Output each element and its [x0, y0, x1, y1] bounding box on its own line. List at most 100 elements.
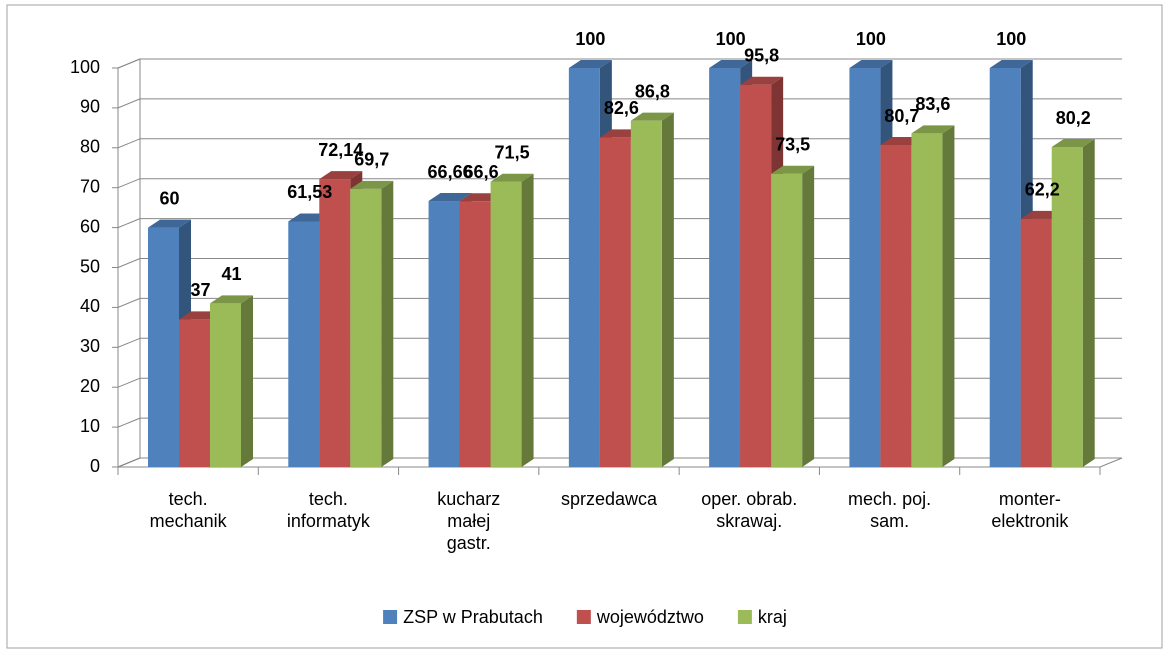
- y-tick-label: 50: [80, 256, 100, 276]
- value-label: 100: [575, 29, 605, 49]
- x-tick-label: tech. mechanik: [150, 489, 228, 531]
- grid-line: [117, 58, 141, 69]
- legend-label: województwo: [596, 607, 704, 627]
- bar-side: [661, 112, 674, 467]
- grid-line: [117, 98, 141, 109]
- legend-item: ZSP w Prabutach: [383, 607, 543, 627]
- bar: [490, 181, 522, 467]
- bar-side: [381, 180, 394, 467]
- bar: [771, 173, 803, 468]
- bar-top: [740, 76, 784, 85]
- bar-top: [709, 60, 753, 68]
- value-label: 60: [159, 188, 179, 208]
- y-tick-label: 0: [90, 456, 100, 476]
- bar: [350, 188, 382, 467]
- y-tick-label: 10: [80, 416, 100, 436]
- x-tick-line: tech.: [169, 489, 208, 509]
- y-tick-label: 80: [80, 137, 100, 157]
- value-label: 80,7: [884, 106, 919, 126]
- x-tick-line: tech.: [309, 489, 348, 509]
- value-label: 86,8: [635, 81, 670, 101]
- value-label: 95,8: [744, 46, 779, 66]
- bar-side: [1082, 139, 1095, 467]
- bar: [709, 68, 741, 467]
- x-tick-line: informatyk: [287, 511, 371, 531]
- x-tick-line: mechanik: [150, 511, 228, 531]
- bar: [568, 68, 600, 467]
- bar: [630, 120, 662, 467]
- x-tick-line: oper. obrab.: [701, 489, 797, 509]
- bar: [148, 227, 179, 467]
- legend-label: ZSP w Prabutach: [403, 607, 543, 627]
- value-label: 66,6: [464, 162, 499, 182]
- value-label: 66,66: [428, 162, 473, 182]
- bar-top: [319, 171, 363, 180]
- grid-line: [117, 297, 141, 308]
- value-label: 61,53: [287, 182, 332, 202]
- value-label: 83,6: [915, 94, 950, 114]
- x-tick-line: elektronik: [991, 511, 1069, 531]
- bar-top: [148, 219, 191, 228]
- value-label: 71,5: [495, 142, 530, 162]
- bar: [428, 201, 460, 467]
- legend-item: kraj: [737, 607, 787, 627]
- legend-swatch: [383, 610, 398, 624]
- y-tick-label: 20: [80, 376, 100, 396]
- y-tick-label: 90: [80, 97, 100, 117]
- bar: [459, 201, 491, 468]
- x-tick-line: mech. poj.: [848, 489, 931, 509]
- x-tick-line: sam.: [870, 511, 909, 531]
- grid-line: [117, 138, 141, 149]
- x-tick-line: sprzedawca: [561, 489, 658, 509]
- bar: [1020, 218, 1052, 467]
- x-tick-line: gastr.: [447, 533, 491, 553]
- grid-line: [117, 457, 141, 468]
- bar: [849, 68, 881, 467]
- x-tick-line: skrawaj.: [716, 511, 782, 531]
- value-label: 100: [716, 29, 746, 49]
- value-label: 62,2: [1025, 180, 1060, 200]
- bar-top: [630, 112, 674, 121]
- legend-item: województwo: [576, 607, 704, 627]
- bar: [179, 319, 210, 467]
- bar-top: [771, 165, 815, 174]
- legend-label: kraj: [758, 607, 787, 627]
- bar-top: [568, 60, 612, 68]
- x-tick-label: monter-elektronik: [991, 489, 1069, 531]
- x-tick-label: kucharz małej gastr.: [437, 489, 500, 553]
- bar: [1051, 147, 1083, 467]
- x-tick-line: małej: [447, 511, 490, 531]
- x-tick-line: monter-: [999, 489, 1061, 509]
- grid-line: [117, 218, 141, 229]
- grid-line: [117, 258, 141, 268]
- bar: [288, 221, 320, 467]
- value-label: 37: [190, 280, 210, 300]
- grid-line: [117, 377, 141, 388]
- legend-swatch: [737, 610, 752, 624]
- bar-top: [350, 180, 394, 189]
- bar-top: [911, 125, 955, 134]
- bar: [989, 68, 1021, 467]
- value-label: 73,5: [775, 134, 810, 154]
- bar-top: [849, 60, 893, 68]
- bar-top: [428, 193, 472, 202]
- x-tick-label: tech. informatyk: [287, 489, 371, 531]
- y-tick-label: 30: [80, 336, 100, 356]
- bar: [740, 84, 772, 468]
- grid-line: [117, 178, 141, 189]
- value-label: 41: [221, 264, 241, 284]
- grid-line: [117, 417, 141, 428]
- y-tick-label: 60: [80, 216, 100, 236]
- bar: [599, 137, 631, 467]
- value-label: 82,6: [604, 98, 639, 118]
- bar-side: [241, 295, 253, 467]
- x-tick-label: mech. poj. sam.: [848, 489, 931, 531]
- bar-top: [1051, 139, 1095, 148]
- y-tick-label: 100: [70, 57, 100, 77]
- bar-top: [989, 60, 1033, 68]
- bar-top: [210, 295, 253, 304]
- y-tick-label: 40: [80, 296, 100, 316]
- value-label: 69,7: [354, 150, 389, 170]
- y-tick-label: 70: [80, 176, 100, 196]
